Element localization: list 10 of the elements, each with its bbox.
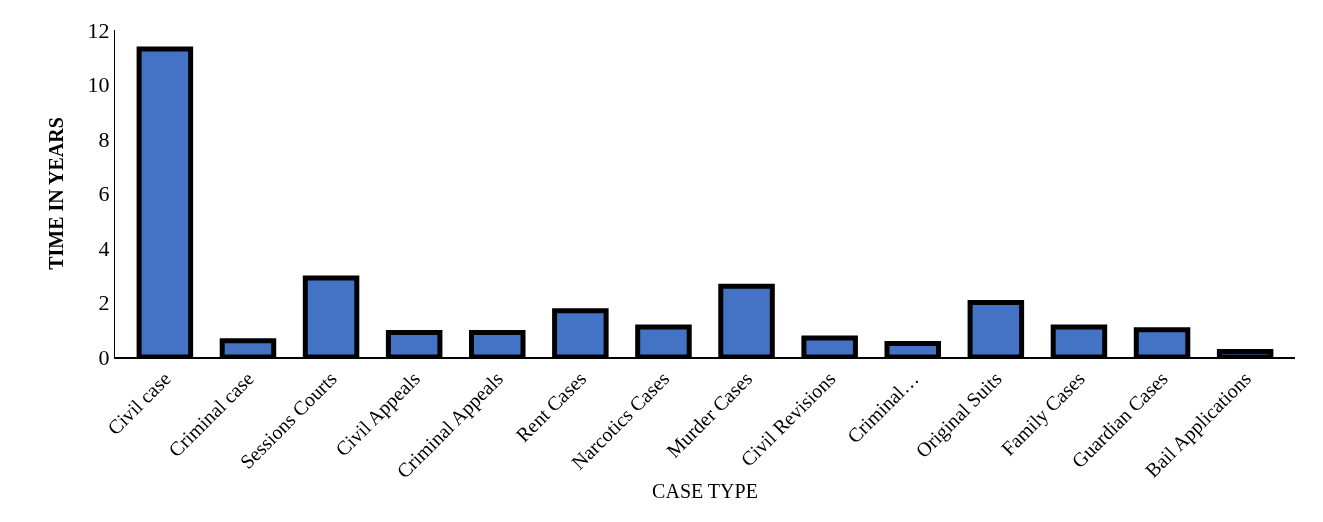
y-tick-label: 4: [98, 235, 110, 261]
y-tick-label: 8: [98, 126, 110, 152]
y-tick-label: 12: [87, 17, 110, 43]
y-tick-label: 10: [87, 72, 110, 98]
x-tick-label: Civil case: [103, 367, 175, 440]
x-axis-title: CASE TYPE: [652, 479, 758, 502]
y-tick-label: 0: [98, 344, 110, 370]
y-tick-label: 2: [98, 290, 110, 316]
y-tick-label: 6: [98, 181, 110, 207]
y-axis-title: TIME IN YEARS: [45, 117, 68, 270]
